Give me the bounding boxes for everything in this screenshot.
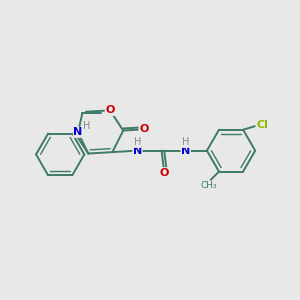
Text: N: N	[74, 127, 82, 137]
Text: CH₃: CH₃	[201, 181, 217, 190]
Text: N: N	[133, 146, 142, 156]
Text: Cl: Cl	[256, 120, 268, 130]
Text: O: O	[139, 124, 148, 134]
Text: N: N	[181, 146, 190, 156]
Text: H: H	[182, 137, 189, 147]
Text: H: H	[134, 137, 141, 147]
Text: O: O	[105, 105, 115, 116]
Text: H: H	[82, 121, 90, 131]
Text: O: O	[160, 168, 169, 178]
